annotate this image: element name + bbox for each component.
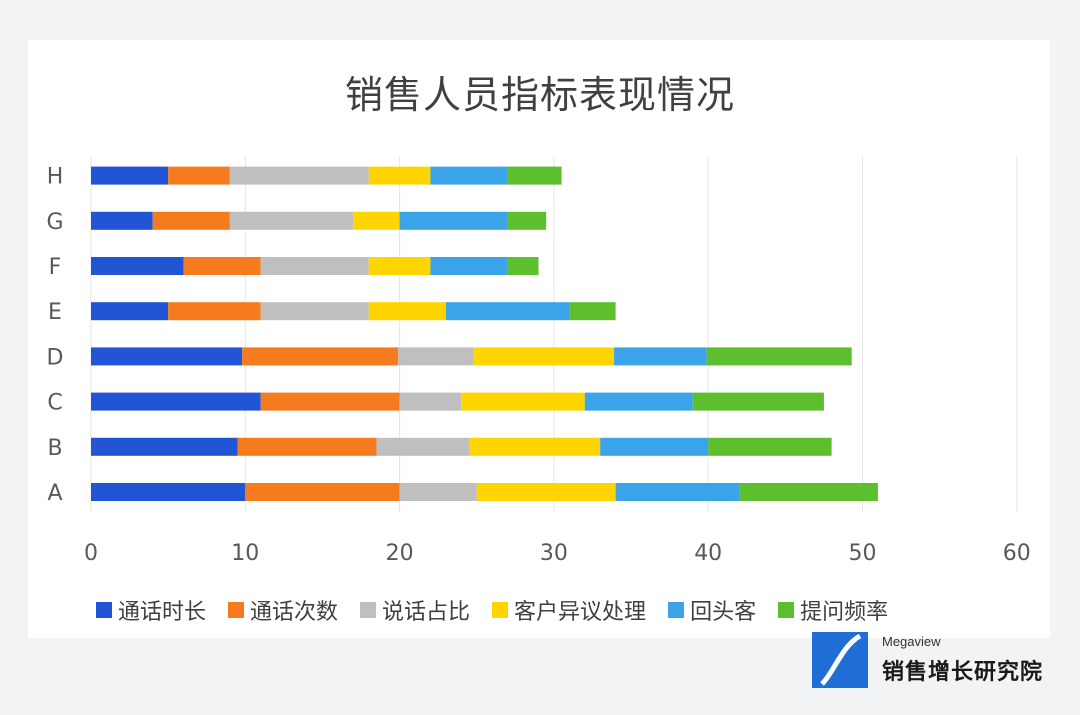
bar-segment (245, 483, 400, 501)
legend: 通话时长 通话次数 说话占比 客户异议处理 回头客 提问频率 (96, 594, 910, 626)
bar-segment (91, 302, 169, 321)
x-tick-label: 30 (540, 541, 568, 566)
legend-swatch (360, 602, 377, 618)
x-tick-label: 60 (1003, 541, 1031, 566)
bar-segment (615, 483, 740, 501)
bar-segment (445, 302, 570, 321)
y-tick-label: B (47, 436, 62, 461)
legend-item: 回头客 (668, 594, 756, 626)
legend-label: 提问频率 (800, 600, 889, 625)
y-tick-label: D (47, 345, 64, 370)
bar-segment (168, 166, 230, 185)
bar-segment (229, 166, 369, 185)
brand-sub: Megaview (882, 634, 941, 649)
bar-segment (706, 347, 852, 366)
bar-segment (183, 257, 261, 275)
bar-segment (91, 347, 243, 366)
bar-segment (399, 483, 477, 501)
legend-swatch (228, 602, 245, 618)
bar-segment (469, 437, 601, 456)
x-tick-label: 10 (231, 541, 259, 566)
bar-segment (476, 483, 616, 501)
legend-swatch (492, 602, 509, 618)
legend-item: 提问频率 (778, 594, 888, 626)
bar-segment (91, 483, 246, 501)
legend-label: 说话占比 (382, 600, 471, 625)
logo-mark-icon (820, 633, 862, 686)
legend-swatch (778, 602, 795, 618)
bar-segment (584, 392, 693, 411)
bar-segment (399, 211, 508, 230)
legend-label: 回头客 (690, 600, 757, 625)
bar-segment (507, 257, 539, 275)
bar-segment (569, 302, 616, 321)
bar-segment (260, 302, 369, 321)
bar-segment (260, 392, 400, 411)
bar-segment (430, 166, 508, 185)
legend-item: 通话时长 (96, 594, 206, 626)
bar-segment (91, 437, 238, 456)
bar-segment (461, 392, 585, 411)
chart-card (28, 40, 1050, 638)
legend-swatch (668, 602, 685, 618)
legend-label: 通话时长 (118, 600, 207, 625)
bar-segment (368, 257, 431, 275)
bar-segment (91, 392, 261, 411)
bar-segment (168, 302, 261, 321)
legend-label: 通话次数 (250, 600, 339, 625)
bar-segment (507, 211, 547, 230)
x-tick-label: 40 (694, 541, 722, 566)
bar-segment (708, 437, 832, 456)
bar-segment (430, 257, 508, 275)
bar-segment (229, 211, 354, 230)
y-tick-label: H (47, 165, 64, 190)
bar-segment (91, 257, 184, 275)
bar-segment (376, 437, 470, 456)
bar-segment (91, 211, 153, 230)
bar-segment (368, 302, 446, 321)
bar-segment (739, 483, 878, 501)
x-tick-label: 0 (84, 541, 98, 566)
legend-swatch (96, 602, 112, 618)
bar-segment (242, 347, 399, 366)
chart-title: 销售人员指标表现情况 (344, 73, 735, 117)
y-tick-label: A (47, 481, 62, 506)
bar-segment (473, 347, 615, 366)
legend-item: 客户异议处理 (492, 594, 646, 626)
bar-segment (353, 211, 400, 230)
megaview-logo (812, 632, 868, 688)
x-tick-label: 20 (386, 541, 414, 566)
legend-item: 说话占比 (360, 594, 470, 626)
y-tick-label: C (47, 391, 62, 416)
y-tick-label: F (49, 255, 62, 280)
bar-segment (692, 392, 824, 411)
bar-segment (399, 392, 462, 411)
bar-segment (614, 347, 707, 366)
y-tick-label: G (46, 210, 63, 235)
bar-segment (398, 347, 474, 366)
bar-segment (152, 211, 230, 230)
bar-segment (91, 166, 169, 185)
brand: Megaview 销售增长研究院 (812, 632, 1062, 692)
bar-segment (507, 166, 562, 185)
bar-segment (600, 437, 709, 456)
bar-segment (237, 437, 377, 456)
y-tick-label: E (48, 300, 62, 325)
legend-item: 通话次数 (228, 594, 338, 626)
brand-main: 销售增长研究院 (882, 660, 1044, 685)
x-tick-label: 50 (849, 541, 877, 566)
bar-segment (260, 257, 369, 275)
bar-segment (368, 166, 431, 185)
legend-label: 客户异议处理 (514, 600, 647, 625)
